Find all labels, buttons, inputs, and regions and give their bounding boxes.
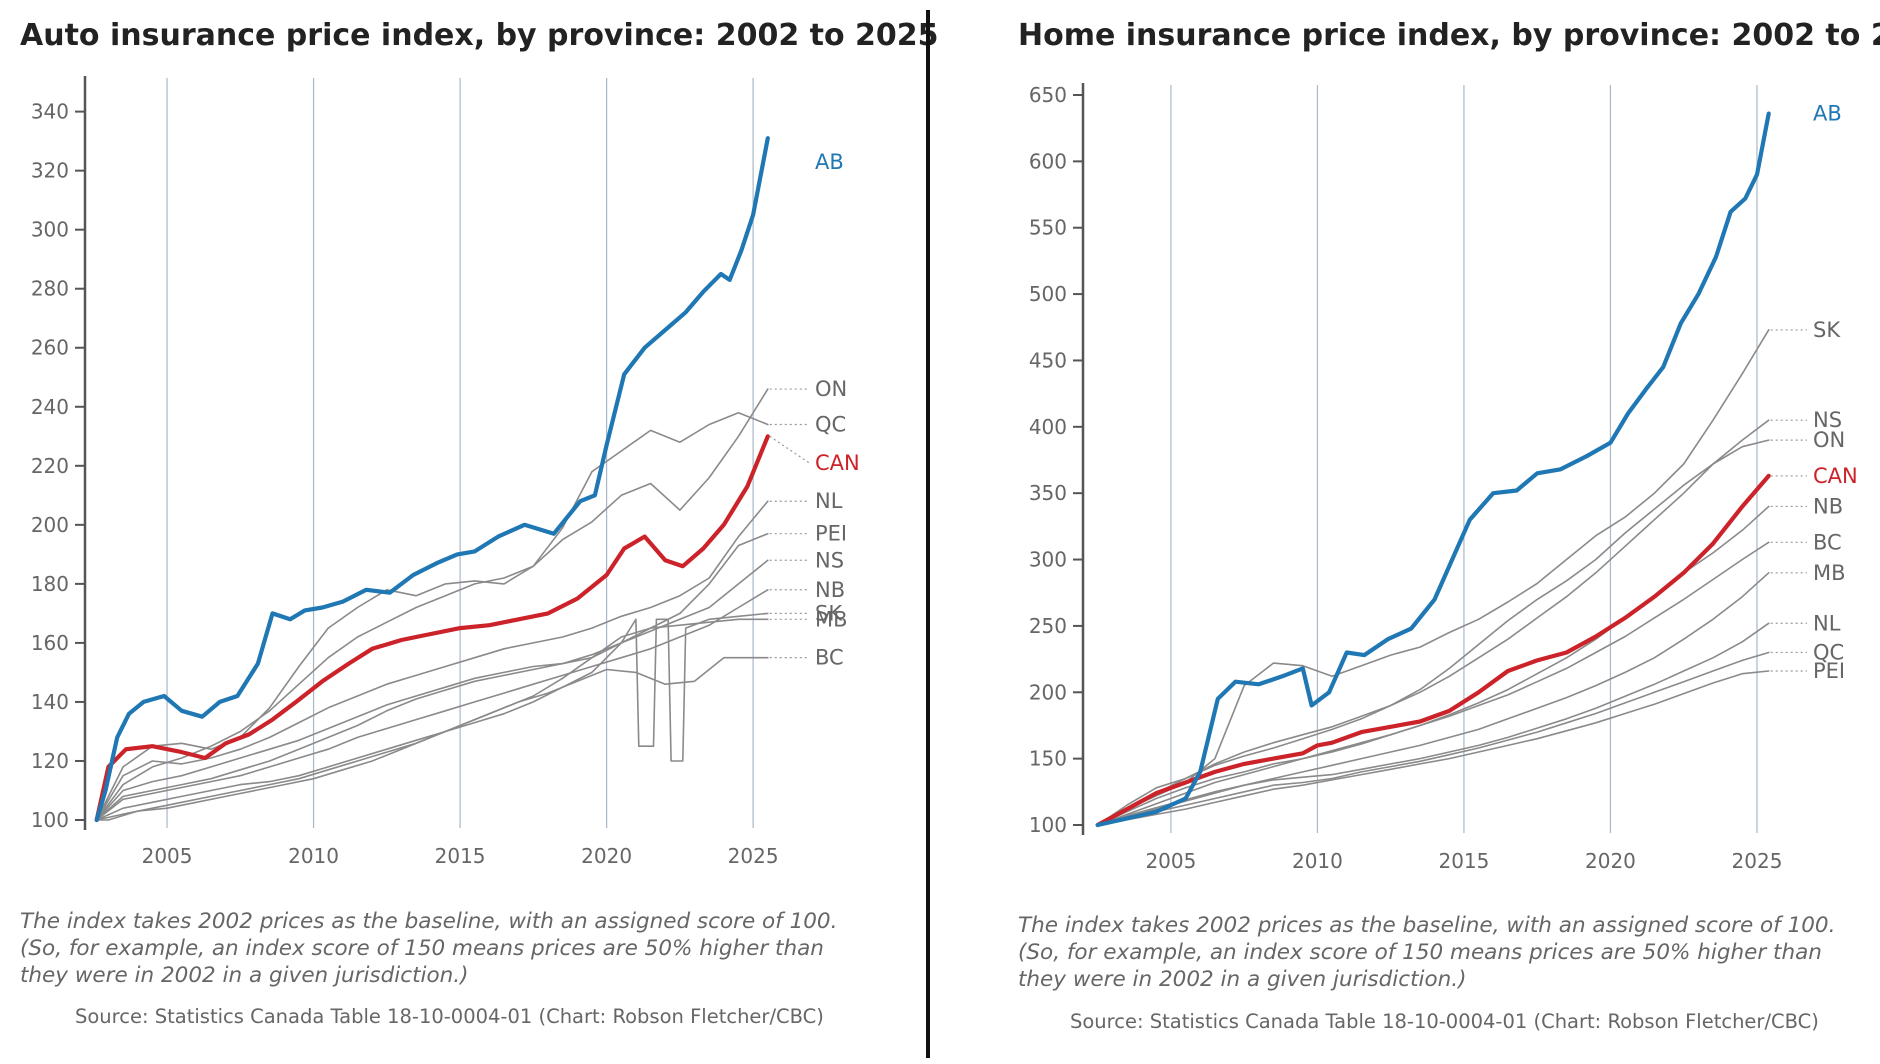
auto-series-label-can: CAN: [815, 451, 860, 475]
home-y-tick-label-300: 300: [1029, 548, 1067, 572]
auto-series-line-sk: [95, 612, 769, 821]
auto-y-tick-label-140: 140: [31, 690, 69, 714]
home-x-tick-label-2020: 2020: [1585, 849, 1636, 873]
auto-x-tick-label-2005: 2005: [142, 844, 193, 868]
auto-y-tick-label-240: 240: [31, 395, 69, 419]
auto-series-line-bc: [95, 656, 769, 821]
auto-series-line-mb: [95, 618, 769, 821]
auto-y-tick-label-200: 200: [31, 513, 69, 537]
auto-y-tick-label-260: 260: [31, 336, 69, 360]
home-panel: Home insurance price index, by province:…: [998, 0, 1880, 1064]
home-chart: 100 150 200 250 300 350 400 450 500 550 600 650 2005…: [1029, 83, 1858, 873]
auto-series-label-ab: AB: [815, 150, 844, 174]
home-chart-title: Home insurance price index, by province:…: [1018, 18, 1880, 53]
auto-series-label-pei: PEI: [815, 522, 847, 546]
panel-divider: [926, 10, 930, 1058]
home-y-tick-label-400: 400: [1029, 415, 1067, 439]
auto-series-label-qc: QC: [815, 412, 846, 436]
home-series-line-mb: [1096, 571, 1770, 826]
auto-series-label-ns: NS: [815, 548, 844, 572]
home-series-line-ns: [1096, 419, 1770, 826]
auto-series-label-bc: BC: [815, 646, 844, 670]
home-y-tick-label-150: 150: [1029, 747, 1067, 771]
home-x-tick-label-2005: 2005: [1145, 849, 1196, 873]
auto-y-tick-label-320: 320: [31, 159, 69, 183]
home-series-line-bc: [1096, 541, 1770, 826]
home-series-label-nl: NL: [1813, 611, 1841, 635]
auto-series-label-mb: MB: [815, 607, 848, 631]
home-y-tick-label-450: 450: [1029, 348, 1067, 372]
auto-y-tick-label-340: 340: [31, 100, 69, 124]
home-series-label-ab: AB: [1813, 102, 1842, 126]
home-note-line-3: they were in 2002 in a given jurisdictio…: [1018, 967, 1467, 992]
auto-chart-note: The index takes 2002 prices as the basel…: [20, 908, 900, 989]
auto-panel: Auto insurance price index, by province:…: [0, 0, 939, 1064]
home-y-tick-label-200: 200: [1029, 680, 1067, 704]
auto-chart: 100 120 140 160 180 200 220 240 260 280 300 320 340 2…: [31, 76, 860, 868]
auto-series-line-ns: [95, 559, 769, 821]
auto-series-line-qc: [95, 411, 769, 821]
home-series-line-qc: [1096, 651, 1770, 826]
auto-y-tick-label-160: 160: [31, 631, 69, 655]
home-note-line-2: (So, for example, an index score of 150 …: [1018, 940, 1822, 965]
home-y-tick-label-100: 100: [1029, 813, 1067, 837]
auto-series-line-nl: [95, 500, 769, 821]
home-y-tick-label-550: 550: [1029, 216, 1067, 240]
home-y-tick-label-500: 500: [1029, 282, 1067, 306]
auto-x-tick-label-2020: 2020: [581, 844, 632, 868]
home-x-tick-label-2025: 2025: [1732, 849, 1783, 873]
home-y-tick-label-650: 650: [1029, 83, 1067, 107]
home-series-line-can: [1095, 473, 1771, 828]
auto-y-tick-label-120: 120: [31, 749, 69, 773]
home-series-label-bc: BC: [1813, 530, 1842, 554]
home-series-label-pei: PEI: [1813, 659, 1845, 683]
auto-note-line-1: The index takes 2002 prices as the basel…: [20, 909, 838, 934]
auto-y-tick-label-100: 100: [31, 808, 69, 832]
auto-x-tick-label-2010: 2010: [288, 844, 339, 868]
home-series-label-qc: QC: [1813, 640, 1844, 664]
auto-series-label-on: ON: [815, 377, 847, 401]
auto-y-tick-label-300: 300: [31, 218, 69, 242]
home-y-tick-label-600: 600: [1029, 149, 1067, 173]
auto-chart-title: Auto insurance price index, by province:…: [20, 18, 939, 53]
home-series-label-can: CAN: [1813, 464, 1858, 488]
home-series-label-on: ON: [1813, 428, 1845, 452]
auto-y-tick-label-280: 280: [31, 277, 69, 301]
home-series-label-mb: MB: [1813, 561, 1846, 585]
home-series-label-ns: NS: [1813, 408, 1842, 432]
auto-series-label-nl: NL: [815, 489, 843, 513]
auto-chart-source: Source: Statistics Canada Table 18-10-00…: [75, 1005, 824, 1028]
home-series-line-ab: [1095, 111, 1771, 828]
home-series-line-nl: [1096, 622, 1770, 826]
auto-y-tick-label-220: 220: [31, 454, 69, 478]
auto-note-line-2: (So, for example, an index score of 150 …: [20, 936, 824, 961]
home-series-line-sk: [1096, 329, 1770, 826]
auto-series-line-ab: [94, 136, 770, 823]
auto-series-label-nb: NB: [815, 578, 845, 602]
auto-series-label-sk: SK: [815, 601, 843, 625]
home-series-line-pei: [1096, 670, 1770, 826]
auto-series-line-pei: [95, 532, 769, 821]
auto-x-tick-label-2025: 2025: [728, 844, 779, 868]
auto-label-connector-can: [769, 435, 810, 464]
auto-x-tick-label-2015: 2015: [435, 844, 486, 868]
home-series-label-nb: NB: [1813, 494, 1843, 518]
home-y-tick-label-250: 250: [1029, 614, 1067, 638]
home-x-tick-label-2010: 2010: [1292, 849, 1343, 873]
home-series-line-on: [1096, 439, 1770, 826]
home-series-label-sk: SK: [1813, 318, 1841, 342]
auto-y-tick-label-180: 180: [31, 572, 69, 596]
home-x-tick-label-2015: 2015: [1438, 849, 1489, 873]
home-chart-note: The index takes 2002 prices as the basel…: [1018, 912, 1880, 993]
home-note-line-1: The index takes 2002 prices as the basel…: [1018, 913, 1836, 938]
auto-series-line-can: [94, 434, 770, 823]
auto-note-line-3: they were in 2002 in a given jurisdictio…: [20, 963, 469, 988]
home-y-tick-label-350: 350: [1029, 481, 1067, 505]
home-chart-source: Source: Statistics Canada Table 18-10-00…: [1070, 1010, 1819, 1033]
